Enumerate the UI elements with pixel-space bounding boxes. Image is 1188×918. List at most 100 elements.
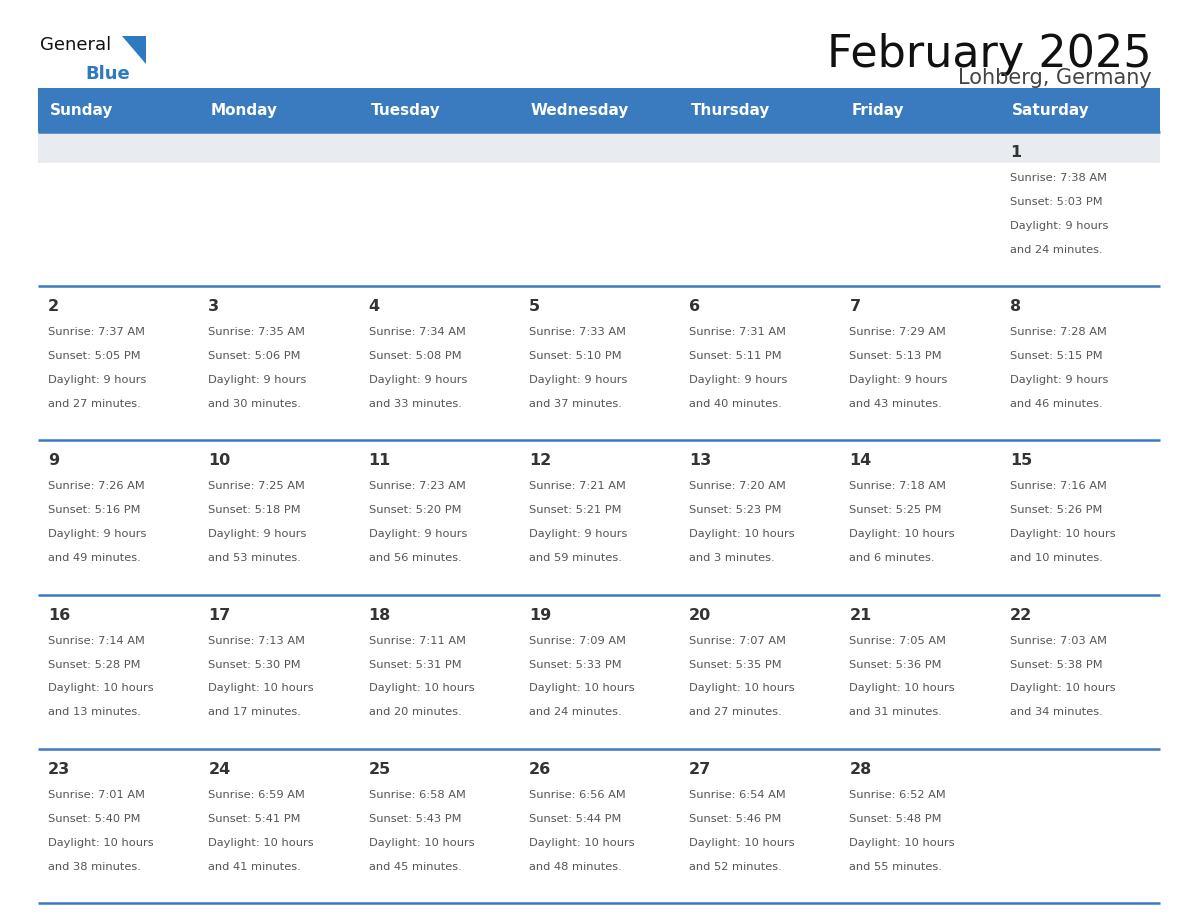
Text: and 20 minutes.: and 20 minutes. bbox=[368, 707, 461, 717]
Text: Daylight: 9 hours: Daylight: 9 hours bbox=[48, 529, 146, 539]
Text: Sunrise: 7:03 AM: Sunrise: 7:03 AM bbox=[1010, 635, 1107, 645]
Text: 28: 28 bbox=[849, 762, 872, 777]
Text: Sunday: Sunday bbox=[50, 103, 113, 118]
Text: Sunrise: 6:56 AM: Sunrise: 6:56 AM bbox=[529, 789, 626, 800]
Text: 3: 3 bbox=[208, 299, 220, 314]
Text: Sunrise: 6:52 AM: Sunrise: 6:52 AM bbox=[849, 789, 946, 800]
Text: 13: 13 bbox=[689, 453, 712, 468]
Text: Sunrise: 7:05 AM: Sunrise: 7:05 AM bbox=[849, 635, 947, 645]
Text: Wednesday: Wednesday bbox=[531, 103, 630, 118]
Text: Sunset: 5:03 PM: Sunset: 5:03 PM bbox=[1010, 196, 1102, 207]
Bar bbox=[38, 88, 1159, 132]
Bar bbox=[38, 162, 1159, 286]
Text: Sunrise: 7:01 AM: Sunrise: 7:01 AM bbox=[48, 789, 145, 800]
Bar bbox=[38, 286, 1159, 441]
Text: 23: 23 bbox=[48, 762, 70, 777]
Text: and 55 minutes.: and 55 minutes. bbox=[849, 861, 942, 871]
Text: Sunrise: 7:26 AM: Sunrise: 7:26 AM bbox=[48, 481, 145, 491]
Polygon shape bbox=[122, 36, 146, 64]
Text: Monday: Monday bbox=[210, 103, 277, 118]
Text: Sunrise: 7:31 AM: Sunrise: 7:31 AM bbox=[689, 327, 786, 337]
Text: 8: 8 bbox=[1010, 299, 1020, 314]
Text: Sunrise: 7:29 AM: Sunrise: 7:29 AM bbox=[849, 327, 947, 337]
Text: and 40 minutes.: and 40 minutes. bbox=[689, 399, 782, 409]
Text: 15: 15 bbox=[1010, 453, 1032, 468]
Text: Daylight: 10 hours: Daylight: 10 hours bbox=[48, 683, 153, 693]
Text: Sunset: 5:41 PM: Sunset: 5:41 PM bbox=[208, 813, 301, 823]
Text: Sunset: 5:36 PM: Sunset: 5:36 PM bbox=[849, 659, 942, 669]
Text: Sunrise: 7:13 AM: Sunrise: 7:13 AM bbox=[208, 635, 305, 645]
Text: Sunset: 5:20 PM: Sunset: 5:20 PM bbox=[368, 505, 461, 515]
Text: and 34 minutes.: and 34 minutes. bbox=[1010, 707, 1102, 717]
Text: and 52 minutes.: and 52 minutes. bbox=[689, 861, 782, 871]
Text: and 38 minutes.: and 38 minutes. bbox=[48, 861, 141, 871]
Text: and 17 minutes.: and 17 minutes. bbox=[208, 707, 302, 717]
Bar bbox=[38, 441, 1159, 595]
Text: Daylight: 9 hours: Daylight: 9 hours bbox=[48, 375, 146, 385]
Text: 9: 9 bbox=[48, 453, 59, 468]
Text: Sunrise: 7:09 AM: Sunrise: 7:09 AM bbox=[529, 635, 626, 645]
Text: Sunrise: 7:38 AM: Sunrise: 7:38 AM bbox=[1010, 173, 1107, 183]
Text: Sunset: 5:43 PM: Sunset: 5:43 PM bbox=[368, 813, 461, 823]
Text: 6: 6 bbox=[689, 299, 700, 314]
Text: Sunset: 5:21 PM: Sunset: 5:21 PM bbox=[529, 505, 621, 515]
Text: 16: 16 bbox=[48, 608, 70, 622]
Text: Sunset: 5:44 PM: Sunset: 5:44 PM bbox=[529, 813, 621, 823]
Text: Sunrise: 7:33 AM: Sunrise: 7:33 AM bbox=[529, 327, 626, 337]
Text: Sunset: 5:30 PM: Sunset: 5:30 PM bbox=[208, 659, 301, 669]
Text: Daylight: 10 hours: Daylight: 10 hours bbox=[1010, 683, 1116, 693]
Text: 7: 7 bbox=[849, 299, 860, 314]
Text: and 41 minutes.: and 41 minutes. bbox=[208, 861, 301, 871]
Text: Daylight: 10 hours: Daylight: 10 hours bbox=[689, 837, 795, 847]
Text: 14: 14 bbox=[849, 453, 872, 468]
Text: Sunrise: 7:18 AM: Sunrise: 7:18 AM bbox=[849, 481, 947, 491]
Text: Sunset: 5:26 PM: Sunset: 5:26 PM bbox=[1010, 505, 1102, 515]
Text: and 6 minutes.: and 6 minutes. bbox=[849, 554, 935, 563]
Text: 27: 27 bbox=[689, 762, 712, 777]
Text: Sunrise: 6:59 AM: Sunrise: 6:59 AM bbox=[208, 789, 305, 800]
Text: Daylight: 10 hours: Daylight: 10 hours bbox=[208, 837, 314, 847]
Text: and 24 minutes.: and 24 minutes. bbox=[1010, 245, 1102, 254]
Text: Sunset: 5:05 PM: Sunset: 5:05 PM bbox=[48, 351, 140, 361]
Text: 19: 19 bbox=[529, 608, 551, 622]
Text: Sunset: 5:48 PM: Sunset: 5:48 PM bbox=[849, 813, 942, 823]
Bar bbox=[38, 749, 1159, 903]
Text: Sunrise: 7:37 AM: Sunrise: 7:37 AM bbox=[48, 327, 145, 337]
Text: Daylight: 9 hours: Daylight: 9 hours bbox=[849, 375, 948, 385]
Text: Friday: Friday bbox=[852, 103, 904, 118]
Text: Tuesday: Tuesday bbox=[371, 103, 441, 118]
Text: 21: 21 bbox=[849, 608, 872, 622]
Text: Blue: Blue bbox=[86, 65, 129, 83]
Text: Sunset: 5:28 PM: Sunset: 5:28 PM bbox=[48, 659, 140, 669]
Text: Daylight: 9 hours: Daylight: 9 hours bbox=[368, 375, 467, 385]
Bar bbox=[38, 595, 1159, 749]
Text: Daylight: 10 hours: Daylight: 10 hours bbox=[849, 837, 955, 847]
Text: Sunrise: 7:20 AM: Sunrise: 7:20 AM bbox=[689, 481, 786, 491]
Text: 5: 5 bbox=[529, 299, 541, 314]
Text: Sunrise: 6:58 AM: Sunrise: 6:58 AM bbox=[368, 789, 466, 800]
Text: Sunrise: 7:34 AM: Sunrise: 7:34 AM bbox=[368, 327, 466, 337]
Text: Daylight: 10 hours: Daylight: 10 hours bbox=[689, 683, 795, 693]
Text: Sunrise: 7:14 AM: Sunrise: 7:14 AM bbox=[48, 635, 145, 645]
Text: Sunset: 5:40 PM: Sunset: 5:40 PM bbox=[48, 813, 140, 823]
Text: Sunrise: 7:25 AM: Sunrise: 7:25 AM bbox=[208, 481, 305, 491]
Text: Daylight: 9 hours: Daylight: 9 hours bbox=[368, 529, 467, 539]
Text: 4: 4 bbox=[368, 299, 380, 314]
Text: Sunset: 5:11 PM: Sunset: 5:11 PM bbox=[689, 351, 782, 361]
Text: 12: 12 bbox=[529, 453, 551, 468]
Text: Daylight: 10 hours: Daylight: 10 hours bbox=[368, 837, 474, 847]
Text: Sunrise: 7:21 AM: Sunrise: 7:21 AM bbox=[529, 481, 626, 491]
Text: Sunset: 5:13 PM: Sunset: 5:13 PM bbox=[849, 351, 942, 361]
Text: Sunset: 5:23 PM: Sunset: 5:23 PM bbox=[689, 505, 782, 515]
Text: Daylight: 10 hours: Daylight: 10 hours bbox=[529, 683, 634, 693]
Text: and 33 minutes.: and 33 minutes. bbox=[368, 399, 461, 409]
Text: and 56 minutes.: and 56 minutes. bbox=[368, 554, 461, 563]
Text: Sunrise: 7:28 AM: Sunrise: 7:28 AM bbox=[1010, 327, 1106, 337]
Text: Daylight: 9 hours: Daylight: 9 hours bbox=[529, 529, 627, 539]
Text: Sunrise: 7:23 AM: Sunrise: 7:23 AM bbox=[368, 481, 466, 491]
Text: 11: 11 bbox=[368, 453, 391, 468]
Text: Sunset: 5:31 PM: Sunset: 5:31 PM bbox=[368, 659, 461, 669]
Text: 24: 24 bbox=[208, 762, 230, 777]
Text: Sunset: 5:18 PM: Sunset: 5:18 PM bbox=[208, 505, 301, 515]
Bar bbox=[38, 132, 1159, 162]
